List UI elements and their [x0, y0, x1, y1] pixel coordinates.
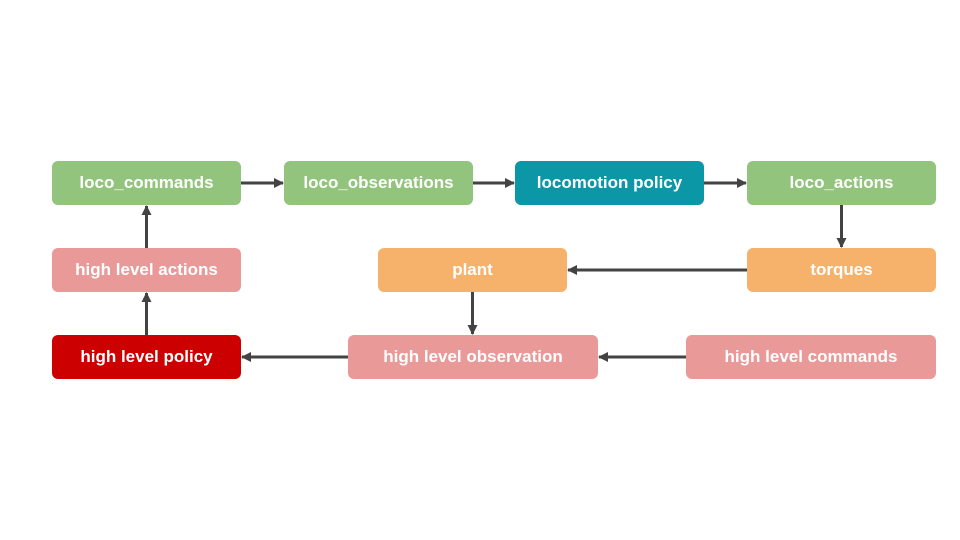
node-locomotion-policy: locomotion policy: [515, 161, 704, 205]
node-loco-commands: loco_commands: [52, 161, 241, 205]
arrow-group: [141, 178, 847, 362]
node-high-level-commands: high level commands: [686, 335, 936, 379]
node-high-level-observation: high level observation: [348, 335, 598, 379]
node-loco-actions: loco_actions: [747, 161, 936, 205]
node-plant: plant: [378, 248, 567, 292]
node-high-level-policy: high level policy: [52, 335, 241, 379]
node-torques: torques: [747, 248, 936, 292]
node-loco-observations: loco_observations: [284, 161, 473, 205]
node-high-level-actions: high level actions: [52, 248, 241, 292]
